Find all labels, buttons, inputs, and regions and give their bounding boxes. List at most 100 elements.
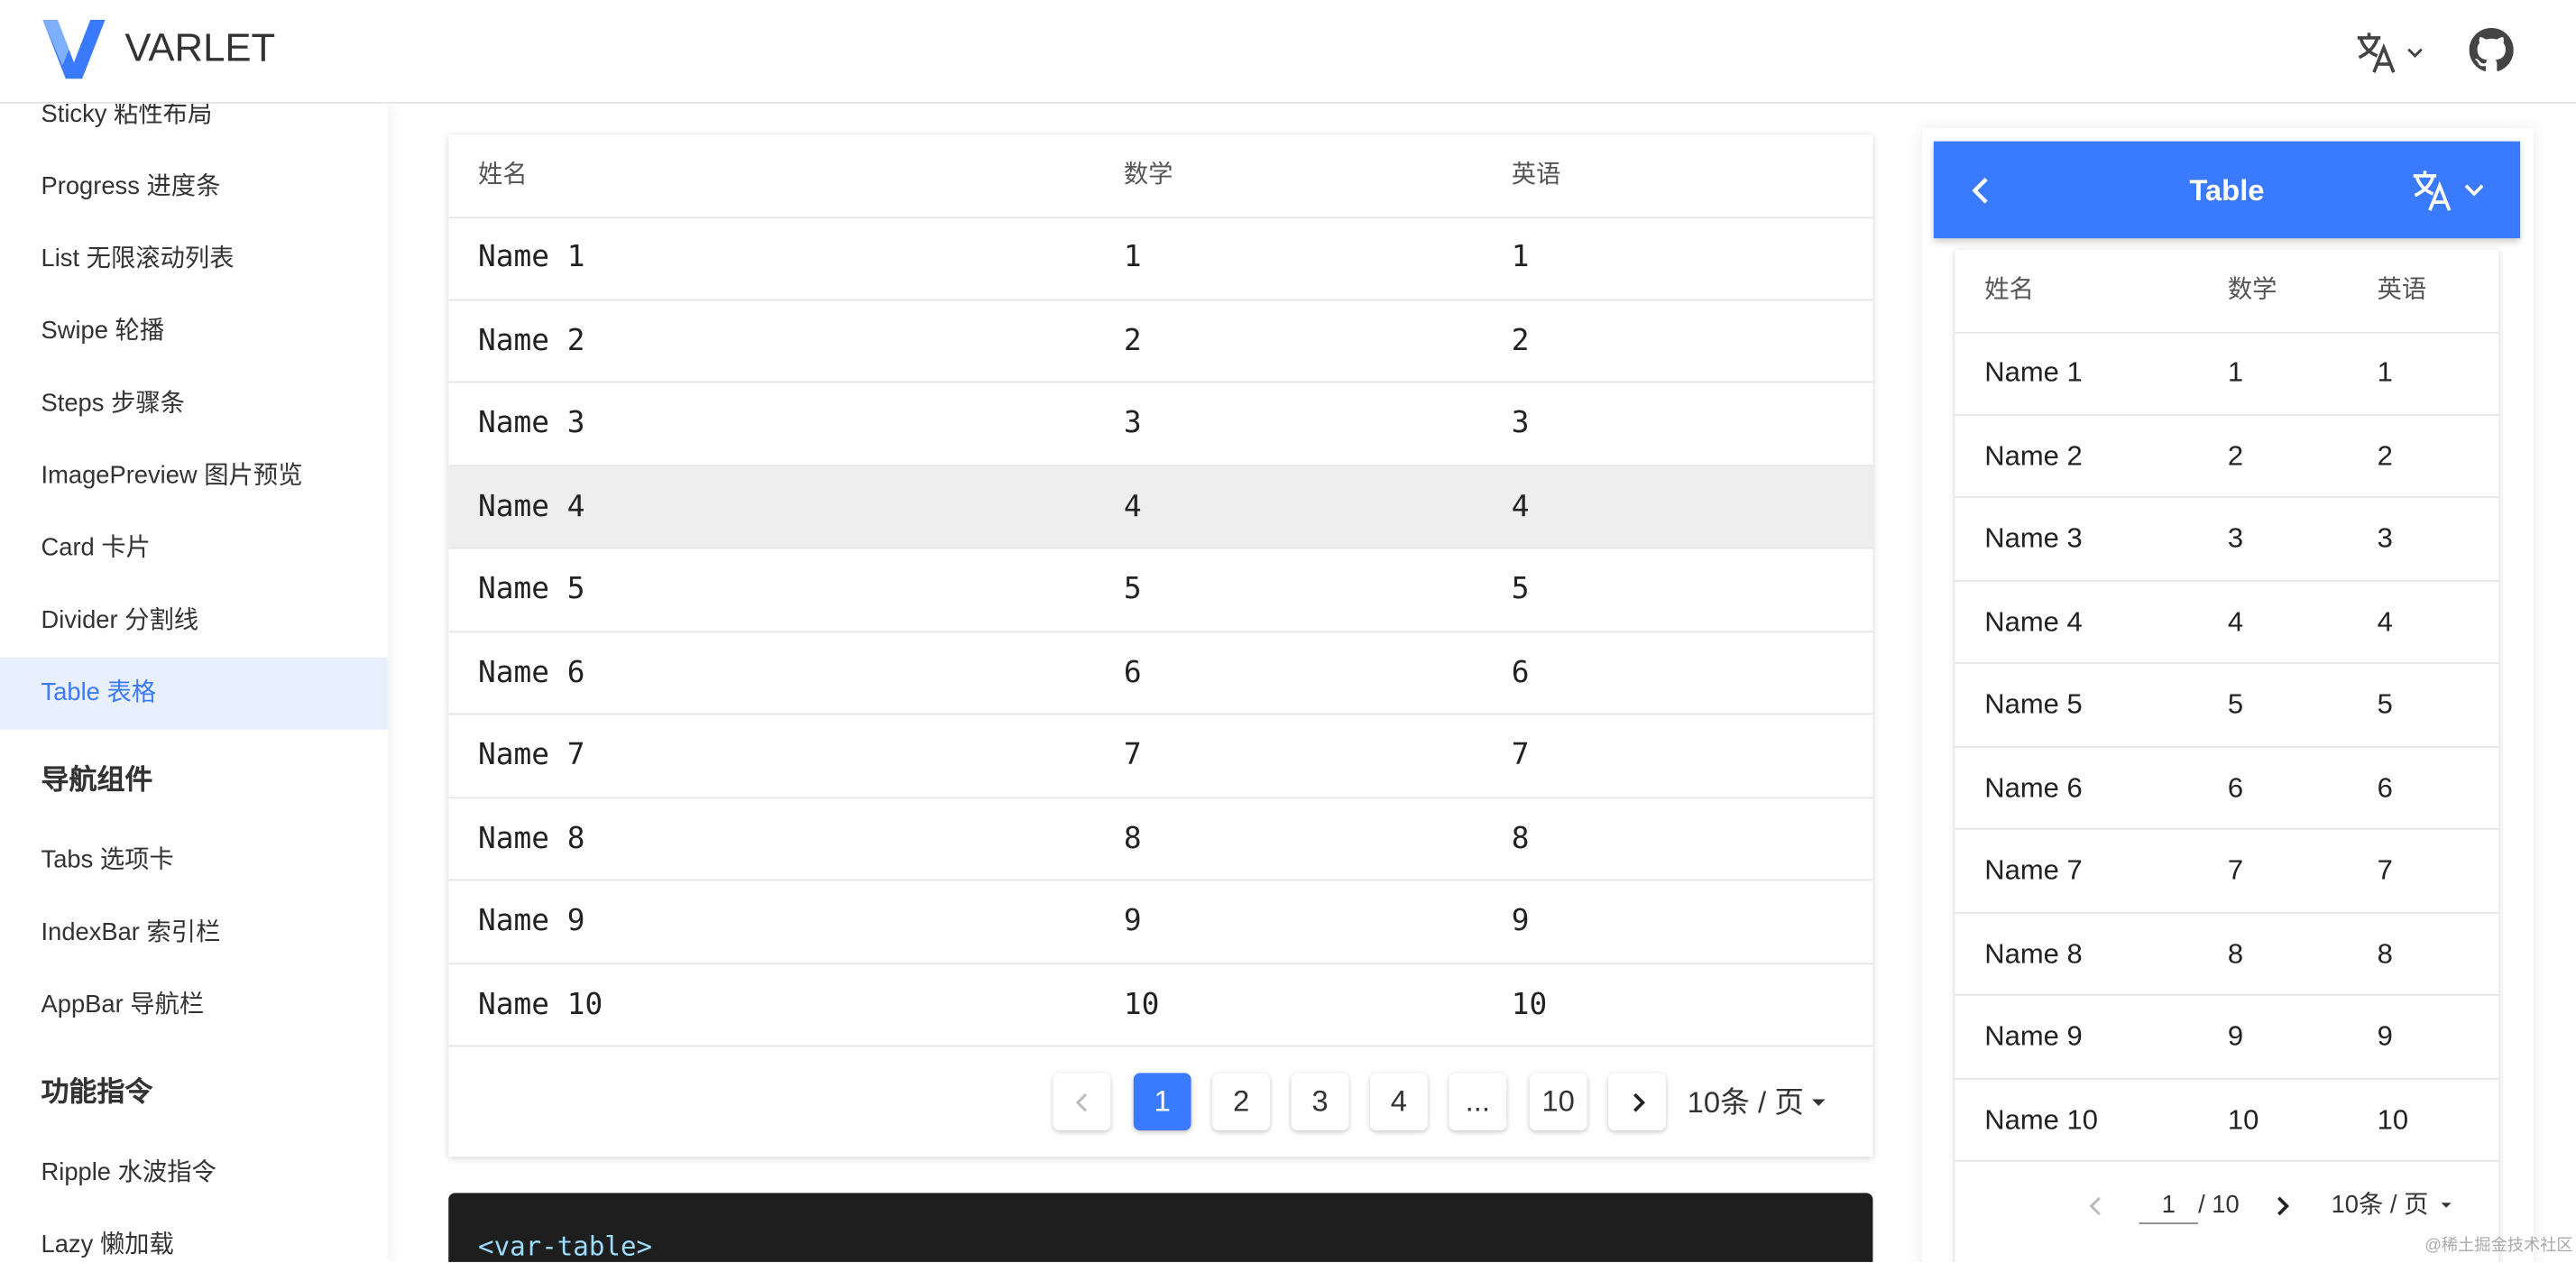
page-input[interactable]: 1 (2139, 1193, 2199, 1224)
table-row: Name 5 5 5 (448, 549, 1873, 632)
table-row: Name 2 2 2 (1955, 415, 2499, 498)
nav-label: Divider 分割线 (41, 606, 199, 635)
table-cell: 10 (2377, 1103, 2409, 1135)
app-bar: Table (1933, 141, 2521, 239)
table-row: Name 5 5 5 (1955, 664, 2499, 747)
nav-label: Table 表格 (41, 678, 157, 707)
table-cell: 8 (1511, 820, 1530, 856)
nav-label: ImagePreview 图片预览 (41, 461, 303, 490)
page-button[interactable]: 1 (1133, 1073, 1191, 1131)
table-cell: 10 (1511, 986, 1548, 1022)
table-cell: 4 (2227, 605, 2244, 637)
nav-label: Lazy 懒加载 (41, 1231, 174, 1259)
table-cell: 9 (1511, 903, 1530, 939)
language-button[interactable] (2354, 30, 2426, 76)
nav-item[interactable]: Card 卡片 (0, 512, 388, 585)
page-button[interactable]: 10 (1529, 1073, 1587, 1131)
nav-item[interactable]: Tabs 选项卡 (0, 825, 388, 897)
table-cell: 8 (2227, 937, 2244, 969)
table-cell: 4 (2377, 605, 2393, 637)
table-cell: Name 7 (1984, 854, 2083, 886)
prev-button[interactable] (1053, 1073, 1111, 1131)
table-cell: Name 8 (478, 820, 585, 856)
app-bar-title: Table (2189, 174, 2265, 207)
table-row: Name 8 8 8 (1955, 913, 2499, 996)
header: VARLET (0, 0, 2576, 104)
table-row: Name 7 7 7 (448, 714, 1873, 798)
nav-item[interactable]: Table 表格 (0, 657, 388, 730)
nav-item[interactable]: IndexBar 索引栏 (0, 898, 388, 970)
table-cell: 1 (1511, 239, 1530, 275)
table-row: Name 1 1 1 (1955, 332, 2499, 415)
nav-label: Swipe 轮播 (41, 317, 165, 346)
table-cell: 2 (2227, 439, 2244, 471)
table-cell: 10 (1123, 986, 1160, 1022)
page-size-caret (1812, 1099, 1826, 1106)
table-row: Name 9 9 9 (1955, 996, 2499, 1079)
prev-button[interactable] (2086, 1194, 2106, 1226)
table-cell: 2 (1511, 322, 1530, 358)
table-cell: 6 (2227, 771, 2244, 803)
page-button[interactable]: ... (1449, 1073, 1507, 1131)
mobile-preview: Table 姓名 数学 英语 Name 1 1 1 Name 2 2 2 Name 3 3 3 Name… (1922, 128, 2534, 1262)
column-header: 姓名 (1984, 276, 2034, 304)
page-size[interactable]: 10条 / 页 (2331, 1191, 2429, 1220)
table-cell: 5 (2377, 688, 2393, 720)
table-cell: Name 10 (1984, 1103, 2098, 1135)
nav-item[interactable]: Divider 分割线 (0, 585, 388, 657)
page-size[interactable]: 10条 / 页 (1687, 1085, 1804, 1120)
nav-item[interactable]: Sticky 粘性布局 (0, 104, 388, 152)
table-cell: Name 4 (1984, 605, 2083, 637)
table-cell: Name 2 (478, 322, 585, 358)
nav-label: Steps 步骤条 (41, 389, 185, 418)
divider (448, 217, 1873, 219)
next-button[interactable] (2272, 1194, 2292, 1226)
table-cell: 6 (1123, 654, 1142, 690)
nav-item[interactable]: Lazy 懒加载 (0, 1210, 388, 1262)
table-cell: 6 (1511, 654, 1530, 690)
table-cell: Name 5 (478, 571, 585, 607)
nav-label: List 无限滚动列表 (41, 244, 235, 273)
table-cell: Name 1 (1984, 356, 2083, 388)
table-cell: 3 (2377, 522, 2393, 554)
page-button[interactable]: 2 (1212, 1073, 1270, 1131)
nav-item[interactable]: Ripple 水波指令 (0, 1137, 388, 1209)
table-cell: Name 10 (478, 986, 603, 1022)
table-cell: 9 (2227, 1020, 2244, 1052)
table-cell: 3 (1123, 405, 1142, 441)
page-button[interactable]: 4 (1370, 1073, 1428, 1131)
table-row: Name 6 6 6 (1955, 747, 2499, 830)
table-cell: Name 9 (1984, 1020, 2083, 1052)
table-cell: Name 4 (478, 488, 585, 524)
table-row: Name 6 6 6 (448, 632, 1873, 715)
nav-item[interactable]: AppBar 导航栏 (0, 970, 388, 1042)
table-row: Name 3 3 3 (1955, 498, 2499, 581)
table-cell: Name 6 (478, 654, 585, 690)
nav-label: Tabs 选项卡 (41, 846, 174, 875)
code-block: <var-table> (448, 1193, 1873, 1262)
table-row: Name 10 10 10 (448, 963, 1873, 1047)
column-header: 英语 (1511, 161, 1561, 189)
github-button[interactable] (2469, 27, 2514, 72)
nav-item[interactable]: Steps 步骤条 (0, 368, 388, 440)
table-cell: Name 8 (1984, 937, 2083, 969)
table-cell: 3 (2227, 522, 2244, 554)
nav-item[interactable]: Swipe 轮播 (0, 296, 388, 368)
nav-label: Card 卡片 (41, 533, 152, 562)
nav-item[interactable]: ImagePreview 图片预览 (0, 440, 388, 512)
nav-item[interactable]: List 无限滚动列表 (0, 224, 388, 296)
table-cell: 8 (1123, 820, 1142, 856)
nav-item[interactable]: Progress 进度条 (0, 152, 388, 224)
table-cell: Name 1 (478, 239, 585, 275)
language-button[interactable] (2410, 168, 2492, 214)
nav-label: AppBar 导航栏 (41, 991, 205, 1019)
next-button[interactable] (1608, 1073, 1666, 1131)
table-cell: Name 9 (478, 903, 585, 939)
page-button[interactable]: 3 (1291, 1073, 1349, 1131)
table-cell: Name 2 (1984, 439, 2083, 471)
table-cell: 2 (2377, 439, 2393, 471)
table-cell: 5 (2227, 688, 2244, 720)
table-row: Name 3 3 3 (448, 383, 1873, 466)
back-button[interactable] (1966, 174, 1996, 207)
